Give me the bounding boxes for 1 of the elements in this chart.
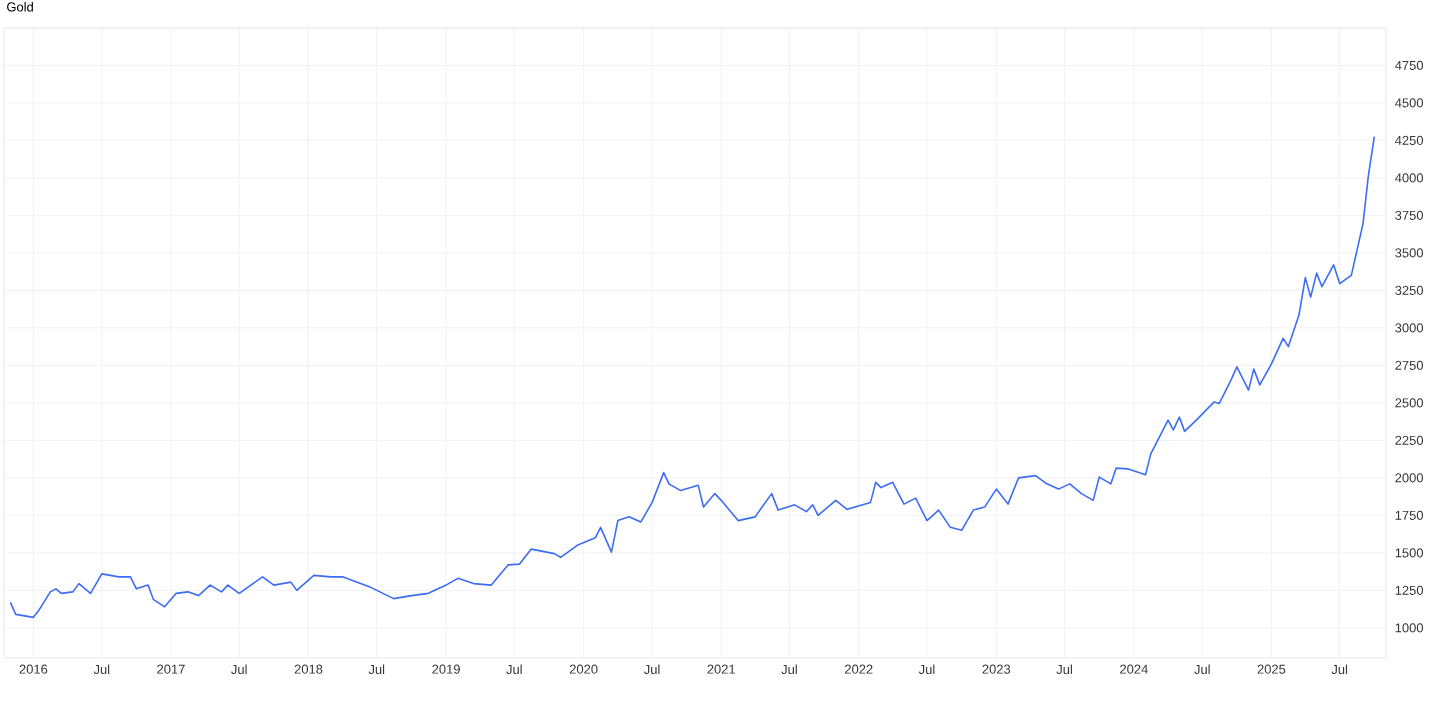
line-series (9, 135, 1376, 619)
